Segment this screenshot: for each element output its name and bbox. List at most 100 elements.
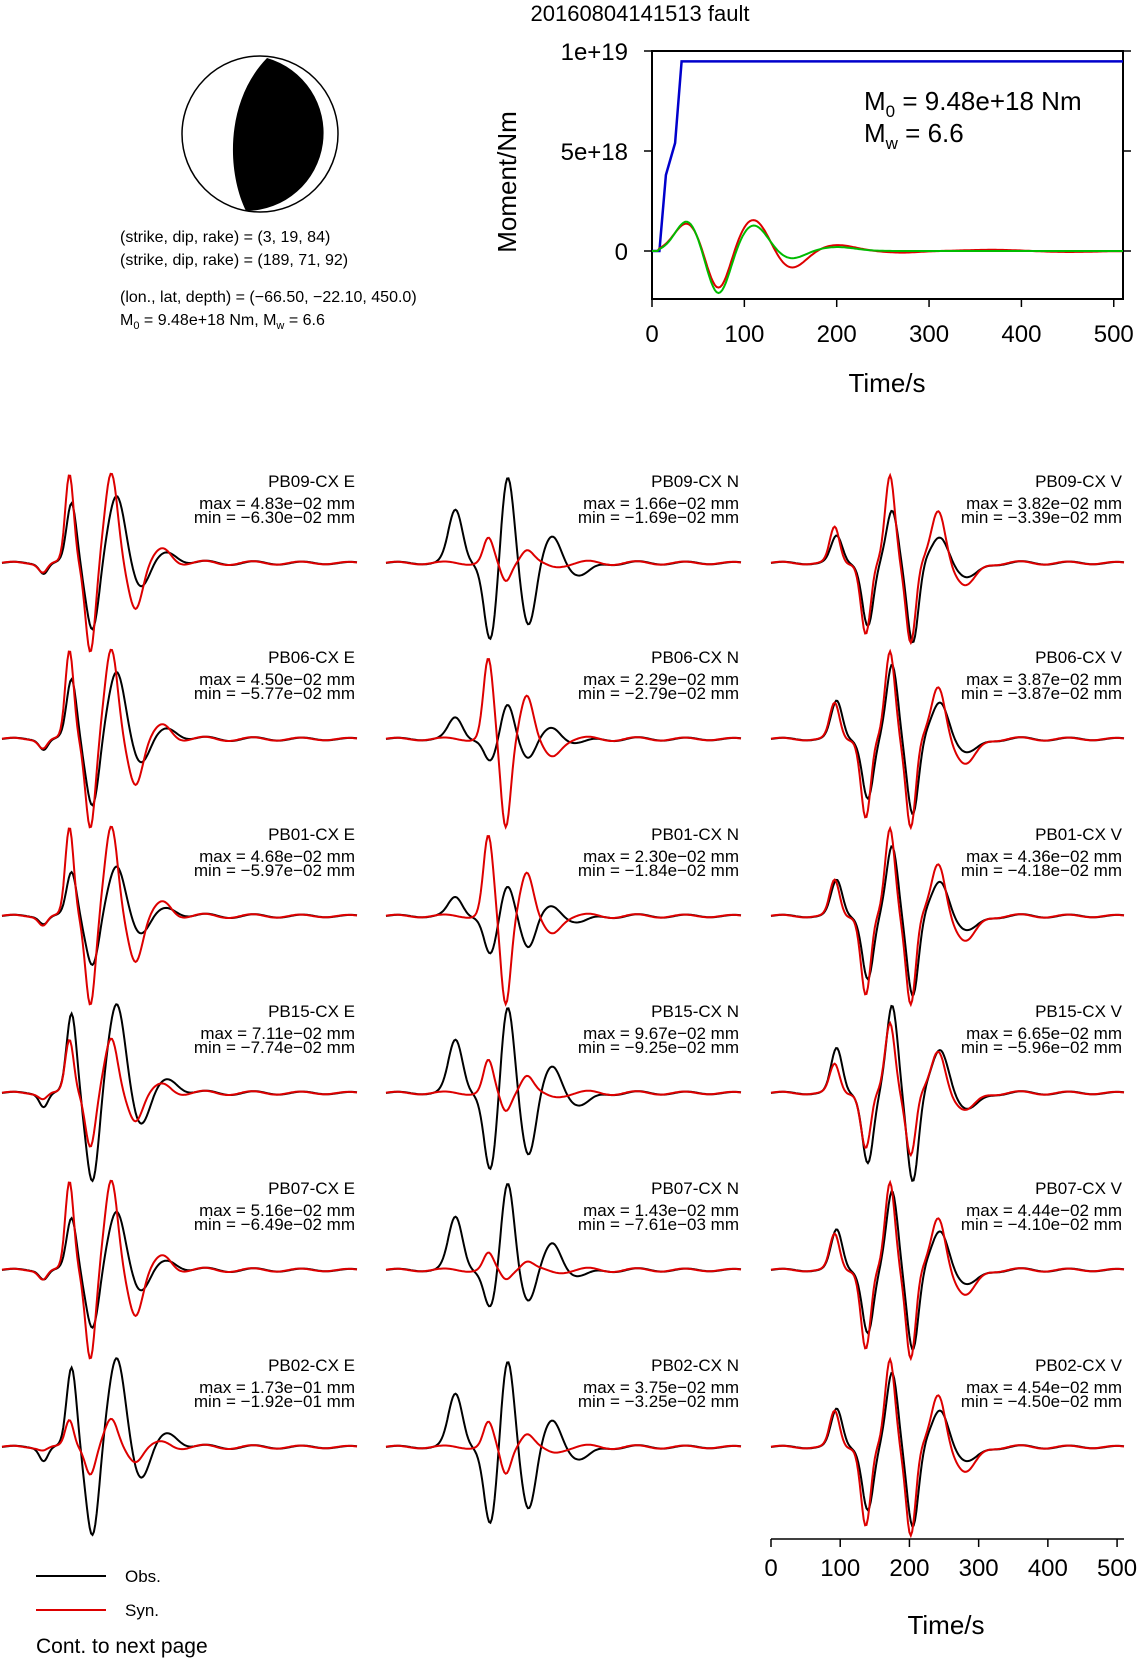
mechanism-info: (strike, dip, rake) = (3, 19, 84) (strik… (120, 229, 417, 332)
moment-xlabel: Time/s (848, 368, 925, 398)
beachball (181, 55, 339, 213)
station-max: max = 4.68e−02 mm (199, 847, 355, 866)
station-label: PB15-CX V (1035, 1002, 1123, 1021)
figure-title: 20160804141513 fault (531, 1, 750, 26)
station-min: min = −1.92e−01 mm (194, 1392, 355, 1411)
syn-trace (1, 1179, 358, 1360)
syn-trace (385, 1420, 742, 1475)
station-max: max = 4.44e−02 mm (966, 1201, 1122, 1220)
station-max: max = 7.11e−02 mm (200, 1024, 355, 1043)
obs-trace (770, 509, 1125, 644)
station-label: PB15-CX E (268, 1002, 355, 1021)
station-min: min = −6.30e−02 mm (194, 508, 355, 527)
syn-trace (385, 835, 742, 1007)
station-min: min = −4.50e−02 mm (961, 1392, 1122, 1411)
waveform-xtick-label: 200 (889, 1555, 929, 1582)
obs-trace (385, 704, 742, 762)
syn-trace (1, 825, 358, 1006)
waveform-xtick-label: 300 (959, 1555, 999, 1582)
station-min: min = −5.77e−02 mm (194, 684, 355, 703)
station-max: max = 9.67e−02 mm (583, 1024, 739, 1043)
nodal-plane-2: (strike, dip, rake) = (189, 71, 92) (120, 252, 348, 269)
station-min: min = −1.84e−02 mm (578, 861, 739, 880)
continuation-note: Cont. to next page (36, 1635, 208, 1658)
station-max: max = 3.82e−02 mm (966, 494, 1122, 513)
station-min: min = −6.49e−02 mm (194, 1215, 355, 1234)
station-label: PB09-CX V (1035, 472, 1123, 491)
station-min: min = −1.69e−02 mm (578, 508, 739, 527)
moment-series (652, 60, 1124, 295)
moment-summary: M0 = 9.48e+18 Nm, Mw = 6.6 (120, 312, 325, 332)
station-min: min = −5.97e−02 mm (194, 861, 355, 880)
station-label: PB07-CX N (651, 1179, 739, 1198)
moment-annotation-mw: Mw = 6.6 (864, 118, 964, 153)
syn-trace (770, 1020, 1125, 1158)
syn-trace (385, 1058, 742, 1113)
station-max: max = 1.43e−02 mm (583, 1201, 739, 1220)
moment-rate-syn-line (652, 219, 1124, 289)
station-min: min = −3.25e−02 mm (578, 1392, 739, 1411)
station-max: max = 3.87e−02 mm (966, 670, 1122, 689)
syn-trace (770, 825, 1125, 1008)
station-max: max = 6.65e−02 mm (966, 1024, 1122, 1043)
station-label: PB07-CX V (1035, 1179, 1123, 1198)
moment-rate-obs-line (652, 220, 1123, 295)
waveform-time-axis: Time/s 0 100 200 300 400 500 (764, 1538, 1137, 1640)
station-max: max = 4.36e−02 mm (966, 847, 1122, 866)
station-min: min = −7.74e−02 mm (194, 1038, 355, 1057)
moment-xtick-label: 200 (817, 321, 857, 348)
station-label: PB15-CX N (651, 1002, 739, 1021)
station-label: PB02-CX N (651, 1356, 739, 1375)
station-label: PB09-CX E (268, 472, 355, 491)
moment-xtick-label: 400 (1001, 321, 1041, 348)
waveform-xtick-label: 0 (764, 1555, 777, 1582)
moment-xtick-label: 300 (909, 321, 949, 348)
syn-trace (770, 1356, 1125, 1539)
hypocenter-location: (lon., lat, depth) = (−66.50, −22.10, 45… (120, 289, 417, 306)
station-label: PB06-CX E (268, 648, 355, 667)
moment-ytick-label: 0 (615, 239, 628, 266)
station-max: max = 2.30e−02 mm (583, 847, 739, 866)
syn-trace (385, 1251, 742, 1281)
moment-xtick-label: 500 (1094, 321, 1134, 348)
moment-annotation-m0: M0 = 9.48e+18 Nm (864, 86, 1082, 121)
moment-xtick-label: 100 (724, 321, 764, 348)
station-min: min = −4.10e−02 mm (961, 1215, 1122, 1234)
syn-trace (385, 658, 742, 830)
moment-summary-mw: 6.6 (303, 312, 325, 329)
syn-trace (385, 536, 742, 582)
station-max: max = 5.16e−02 mm (199, 1201, 355, 1220)
station-min: min = −4.18e−02 mm (961, 861, 1122, 880)
legend: Obs. Syn. (36, 1567, 161, 1620)
legend-syn-label: Syn. (125, 1601, 159, 1620)
syn-trace (1, 1417, 358, 1476)
syn-trace (1, 648, 358, 829)
moment-plot-frame (651, 50, 1124, 300)
waveform-xtick-label: 400 (1028, 1555, 1068, 1582)
syn-trace (1, 472, 358, 653)
moment-xtick-label: 0 (645, 321, 658, 348)
station-min: min = −9.25e−02 mm (578, 1038, 739, 1057)
station-label: PB02-CX E (268, 1356, 355, 1375)
station-min: min = −7.61e−03 mm (578, 1215, 739, 1234)
syn-trace (770, 472, 1125, 646)
moment-chart: Moment/Nm Time/s M0 = 9.48e+18 Nm Mw = 6… (492, 39, 1134, 398)
waveform-xtick-label: 100 (820, 1555, 860, 1582)
station-min: min = −5.96e−02 mm (961, 1038, 1122, 1057)
